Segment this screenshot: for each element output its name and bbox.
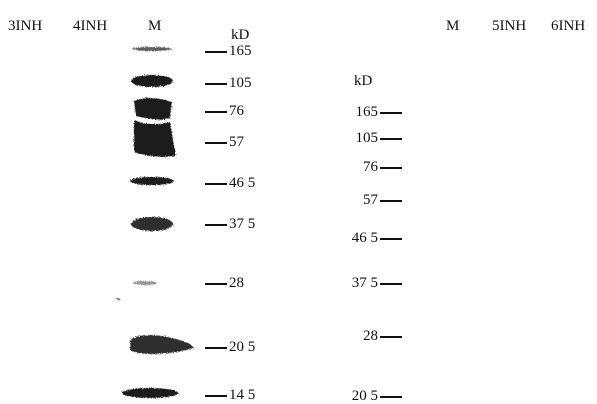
left-marker-14-5: 14 5 <box>229 387 256 403</box>
left-marker-tick-165 <box>205 51 227 53</box>
right-marker-37-5: 37 5 <box>351 275 378 291</box>
right-marker-tick-76 <box>380 167 402 169</box>
right-marker-20-5: 20 5 <box>351 388 378 404</box>
band-105 <box>131 75 173 87</box>
band-165 <box>132 47 172 51</box>
left-marker-tick-57 <box>205 142 227 144</box>
band-76 <box>134 98 172 120</box>
lane-label-marker-right: M <box>446 18 460 34</box>
right-marker-tick-37-5 <box>380 283 402 285</box>
right-marker-tick-165 <box>380 112 402 114</box>
right-marker-28: 28 <box>363 328 378 344</box>
left-marker-tick-105 <box>205 83 227 85</box>
lane-label-3inh: 3INH <box>8 18 43 34</box>
left-marker-76: 76 <box>229 103 244 119</box>
left-marker-105: 105 <box>229 75 252 91</box>
band-37-5 <box>131 217 173 231</box>
right-marker-tick-105 <box>380 138 402 140</box>
left-marker-tick-20-5 <box>205 347 227 349</box>
lane-label-5inh: 5INH <box>492 18 527 34</box>
left-marker-tick-28 <box>205 283 227 285</box>
band-57 <box>134 120 176 157</box>
band-14-5 <box>122 388 178 398</box>
left-marker-57: 57 <box>229 134 244 150</box>
right-marker-tick-28 <box>380 336 402 338</box>
right-marker-57: 57 <box>363 192 378 208</box>
left-marker-tick-76 <box>205 111 227 113</box>
right-marker-tick-20-5 <box>380 396 402 398</box>
right-marker-46-5: 46 5 <box>351 230 378 246</box>
band-46-5 <box>130 177 174 185</box>
right-marker-tick-46-5 <box>380 238 402 240</box>
left-marker-tick-14-5 <box>205 395 227 397</box>
band-28 <box>133 281 157 285</box>
left-kd-unit: kD <box>231 27 250 43</box>
left-marker-165: 165 <box>229 43 252 59</box>
lane-label-marker-left: M <box>148 18 162 34</box>
lane-label-6inh: 6INH <box>551 18 586 34</box>
left-marker-28: 28 <box>229 275 244 291</box>
lane-label-4inh: 4INH <box>73 18 108 34</box>
right-kd-unit: kD <box>354 73 373 89</box>
right-marker-165: 165 <box>355 104 379 120</box>
left-marker-46-5: 46 5 <box>229 175 256 191</box>
band-20-5 <box>130 335 194 354</box>
right-marker-76: 76 <box>363 159 378 175</box>
left-marker-tick-46-5 <box>205 183 227 185</box>
right-marker-105: 105 <box>355 130 379 146</box>
speck <box>116 298 120 300</box>
left-marker-20-5: 20 5 <box>229 339 256 355</box>
left-marker-tick-37-5 <box>205 224 227 226</box>
left-marker-37-5: 37 5 <box>229 216 256 232</box>
right-marker-tick-57 <box>380 200 402 202</box>
